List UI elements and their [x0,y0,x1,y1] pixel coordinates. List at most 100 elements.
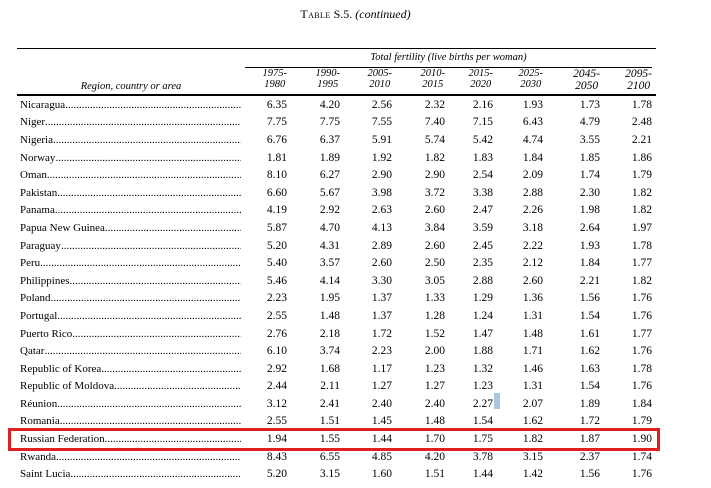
value-cell-2005-2010: 2.90 [371,169,392,182]
value-cell-2010-2015: 1.27 [424,380,445,393]
value-cell-2045-2050: 1.93 [579,239,600,252]
country-name-cell: Nigeria [17,134,245,146]
value-cell-2010-2015: 1.70 [424,433,445,446]
country-name: Philippines [20,274,70,287]
country-name: Oman [20,169,47,182]
value-cell-2095-2100: 1.76 [631,380,652,393]
value-cell-2010-2015: 1.48 [424,415,445,428]
table-row: Rwanda 8.43 6.55 4.85 4.20 3.78 3.15 2.3… [17,448,656,466]
table-group-header-row: Total fertility (live births per woman) [17,49,656,68]
value-cell-2025-2030: 1.31 [522,309,543,322]
value-cell-2010-2015: 7.40 [424,116,445,129]
value-cell-1975-1980: 4.19 [266,204,287,217]
dot-leader [61,240,241,252]
value-cell-1990-1995: 1.89 [319,151,340,164]
column-header-end-year: 2020 [470,79,492,90]
column-header-end-year: 2015 [422,79,444,90]
value-cell-2015-2020: 2.88 [472,274,493,287]
dot-leader [40,257,241,269]
value-cell-2005-2010: 2.56 [371,98,392,111]
dot-leader [55,204,241,216]
value-cell-2015-2020: 5.42 [472,133,493,146]
value-cell-2005-2010: 1.92 [371,151,392,164]
table-row: Oman 8.10 6.27 2.90 2.90 2.54 2.09 1.74 … [17,166,656,184]
table-row: Puerto Rico 2.76 2.18 1.72 1.52 1.47 1.4… [17,325,656,343]
value-cell-2045-2050: 2.64 [579,221,600,234]
value-cell-2010-2015: 3.05 [424,274,445,287]
table-row: Niger 7.75 7.75 7.55 7.40 7.15 6.43 4.79… [17,114,656,132]
column-header: 2025- 2030 [493,68,544,94]
value-cell-2015-2020: 1.83 [472,151,493,164]
dot-leader [70,468,241,480]
country-name-cell: Oman [17,169,245,181]
value-cell-2015-2020: 1.44 [472,468,493,481]
country-name: Saint Lucia [20,468,71,481]
value-cell-2005-2010: 4.85 [371,450,392,463]
value-cell-2015-2020: 3.78 [472,450,493,463]
value-cell-2095-2100: 1.82 [631,204,652,217]
value-cell-1975-1980: 6.76 [266,133,287,146]
value-cell-1975-1980: 2.92 [266,362,287,375]
value-cell-2010-2015: 1.23 [424,362,445,375]
column-headers: 1975- 1980 1990- 1995 2005- [245,68,653,94]
dot-leader [55,152,241,164]
dot-leader [57,398,241,410]
value-cell-2015-2020: 1.24 [472,309,493,322]
table-row: Portugal 2.55 1.48 1.37 1.28 1.24 1.31 1… [17,307,656,325]
country-name: Papua New Guinea [20,221,105,234]
value-cell-1975-1980: 8.10 [266,169,287,182]
row-header-label: Region, country or area [80,81,182,92]
country-name-cell: Poland [17,292,245,304]
table-row: Romania 2.55 1.51 1.45 1.48 1.54 1.62 1.… [17,413,656,431]
column-header: 2045- 2050 [543,68,600,94]
country-name-cell: Papua New Guinea [17,222,245,234]
country-name-cell: Niger [17,116,245,128]
value-cell-1975-1980: 2.23 [266,292,287,305]
value-cell-2010-2015: 5.74 [424,133,445,146]
country-name: Niger [20,116,46,129]
country-name: Qatar [20,345,45,358]
value-cell-2025-2030: 3.18 [522,221,543,234]
value-cell-2025-2030: 2.07 [522,397,543,410]
value-cell-1975-1980: 2.55 [266,309,287,322]
country-name: Nicaragua [20,98,66,111]
table-row: Nicaragua 6.35 4.20 2.56 2.32 2.16 1.93 … [17,96,656,114]
table-row: Réunion 3.12 2.41 2.40 2.40 2.27 2.07 1.… [17,395,656,413]
table-row: Philippines 5.46 4.14 3.30 3.05 2.88 2.6… [17,272,656,290]
value-cell-2010-2015: 2.60 [424,204,445,217]
table-title: Table S.5. (continued) [0,7,711,22]
value-cell-1990-1995: 2.18 [319,327,340,340]
value-cell-1990-1995: 2.11 [320,380,340,393]
value-cell-2045-2050: 1.74 [579,169,600,182]
value-cell-1975-1980: 2.76 [266,327,287,340]
table-row: Republic of Moldova 2.44 2.11 1.27 1.27 … [17,378,656,396]
value-cell-2045-2050: 1.89 [579,397,600,410]
table-row: Pakistan 6.60 5.67 3.98 3.72 3.38 2.88 2… [17,184,656,202]
value-cell-1975-1980: 6.10 [266,345,287,358]
value-cell-2025-2030: 1.82 [522,433,543,446]
country-name-cell: Qatar [17,345,245,357]
value-cell-2010-2015: 2.60 [424,239,445,252]
dot-leader [47,169,241,181]
value-cell-2005-2010: 4.13 [371,221,392,234]
value-cell-2010-2015: 2.40 [424,397,445,410]
value-cell-2025-2030: 4.74 [522,133,543,146]
value-cell-2005-2010: 2.23 [371,345,392,358]
value-cell-2010-2015: 2.50 [424,257,445,270]
value-cell-2045-2050: 1.56 [579,292,600,305]
value-cell-1975-1980: 5.40 [266,257,287,270]
value-cell-1975-1980: 5.20 [266,239,287,252]
value-cell-2010-2015: 1.51 [424,468,445,481]
value-cell-2005-2010: 1.27 [371,380,392,393]
value-cell-2045-2050: 1.98 [579,204,600,217]
dot-leader [65,99,241,111]
dot-leader [57,187,241,199]
value-cell-2095-2100: 1.76 [631,309,652,322]
column-header-start-year: 1990- [315,68,341,79]
value-cell-2005-2010: 3.98 [371,186,392,199]
value-cell-1990-1995: 4.20 [319,98,340,111]
value-cell-1975-1980: 6.60 [266,186,287,199]
country-name-cell: Philippines [17,275,245,287]
value-cell-2015-2020: 2.35 [472,257,493,270]
